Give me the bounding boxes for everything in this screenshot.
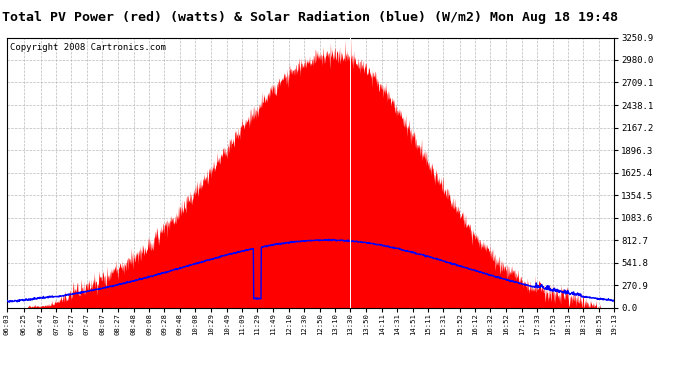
Text: Total PV Power (red) (watts) & Solar Radiation (blue) (W/m2) Mon Aug 18 19:48: Total PV Power (red) (watts) & Solar Rad…	[3, 11, 618, 24]
Text: Copyright 2008 Cartronics.com: Copyright 2008 Cartronics.com	[10, 43, 166, 52]
